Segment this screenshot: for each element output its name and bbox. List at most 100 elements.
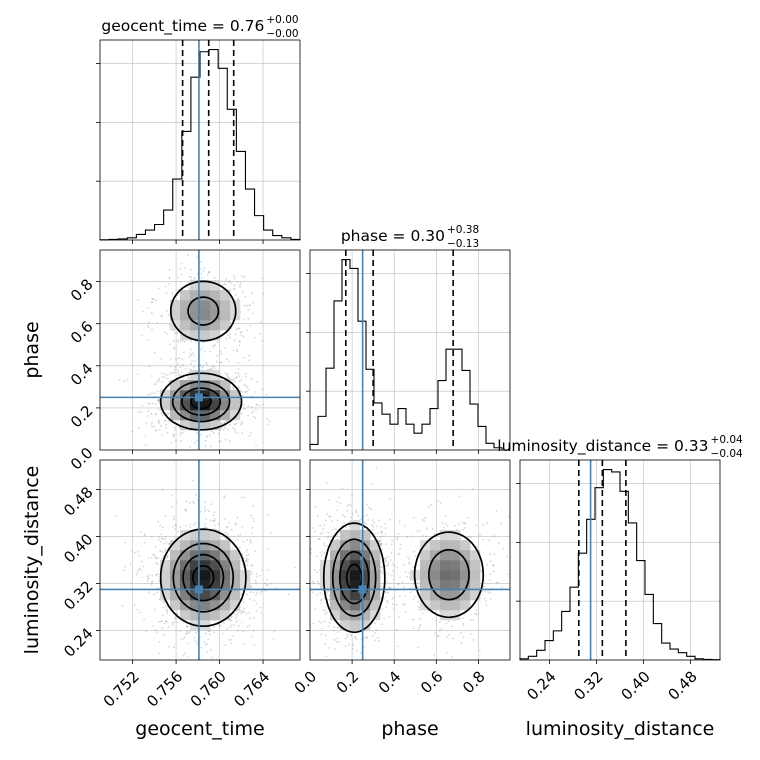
sample-point — [219, 624, 222, 626]
sample-point — [240, 496, 243, 499]
sample-point — [247, 414, 249, 417]
sample-point — [253, 643, 256, 646]
sample-point — [220, 427, 223, 430]
sample-point — [240, 334, 243, 337]
sample-point — [344, 516, 346, 518]
sample-point — [150, 557, 153, 559]
sample-point — [426, 609, 429, 612]
sample-point — [387, 561, 390, 564]
sample-point — [392, 579, 395, 581]
histogram-step — [99, 48, 301, 241]
sample-point — [381, 608, 384, 611]
sample-point — [155, 299, 157, 302]
density-cell — [230, 400, 241, 411]
density-cell — [190, 400, 201, 411]
density-cell — [420, 560, 431, 571]
sample-point — [444, 514, 447, 517]
sample-point — [144, 435, 147, 438]
sample-point — [179, 366, 182, 369]
sample-point — [147, 338, 150, 341]
sample-point — [195, 632, 198, 634]
sample-point — [248, 304, 251, 307]
sample-point — [164, 550, 167, 553]
sample-point — [224, 372, 226, 374]
sample-point — [245, 551, 248, 553]
sample-point — [167, 626, 170, 629]
sample-point — [331, 520, 334, 523]
sample-point — [175, 525, 177, 528]
sample-point — [386, 564, 389, 566]
sample-point — [482, 538, 485, 541]
sample-point — [323, 643, 326, 646]
sample-point — [203, 350, 206, 353]
sample-point — [147, 307, 150, 309]
sample-point — [244, 390, 247, 393]
sample-point — [315, 571, 318, 574]
sample-point — [164, 548, 167, 551]
density-cell — [210, 330, 221, 341]
sample-point — [233, 612, 236, 615]
sample-point — [539, 550, 541, 552]
sample-point — [155, 561, 158, 564]
sample-point — [238, 344, 241, 347]
sample-point — [161, 314, 163, 317]
sample-point — [461, 521, 464, 524]
sample-point — [366, 503, 369, 506]
sample-point — [240, 378, 243, 381]
sample-point — [464, 522, 467, 525]
sample-point — [247, 317, 250, 320]
title-superscript: +0.38 — [447, 224, 479, 236]
sample-point — [205, 526, 208, 529]
sample-point — [180, 465, 182, 467]
sample-point — [162, 601, 165, 603]
sample-point — [249, 617, 252, 620]
sample-point — [202, 341, 205, 344]
density-cell — [170, 590, 181, 601]
sample-point — [189, 446, 192, 448]
sample-point — [223, 496, 226, 499]
sample-point — [177, 421, 180, 424]
sample-point — [396, 566, 399, 569]
sample-point — [231, 379, 234, 382]
sample-point — [124, 541, 126, 544]
sample-point — [165, 620, 168, 623]
sample-point — [241, 422, 244, 425]
sample-point — [156, 591, 158, 594]
sample-point — [380, 525, 383, 528]
sample-point — [440, 628, 443, 630]
density-cell — [440, 580, 451, 591]
sample-point — [193, 441, 196, 444]
density-frame — [309, 459, 511, 661]
sample-point — [210, 649, 212, 651]
sample-point — [180, 439, 182, 442]
sample-point — [187, 254, 189, 257]
sample-point — [153, 392, 156, 395]
sample-point — [266, 514, 269, 516]
density-cell — [340, 620, 351, 631]
sample-point — [171, 622, 174, 624]
sample-point — [190, 340, 193, 343]
sample-point — [148, 402, 151, 405]
sample-point — [153, 425, 156, 428]
sample-point — [245, 384, 247, 387]
sample-point — [246, 564, 249, 567]
sample-point — [156, 380, 158, 383]
sample-point — [145, 422, 148, 424]
sample-point — [475, 609, 478, 612]
sample-point — [322, 609, 325, 612]
sample-point — [397, 645, 400, 648]
sample-point — [250, 570, 253, 573]
sample-point — [252, 520, 255, 523]
sample-point — [323, 552, 325, 554]
sample-point — [418, 529, 421, 532]
sample-point — [159, 620, 162, 623]
density-cell — [200, 330, 211, 341]
sample-point — [232, 378, 235, 380]
sample-point — [398, 522, 401, 525]
truth-marker — [194, 393, 203, 402]
density-cell — [200, 580, 211, 591]
density-cell — [180, 590, 191, 601]
sample-point — [397, 554, 400, 556]
sample-point — [225, 280, 227, 283]
sample-point — [234, 293, 237, 296]
